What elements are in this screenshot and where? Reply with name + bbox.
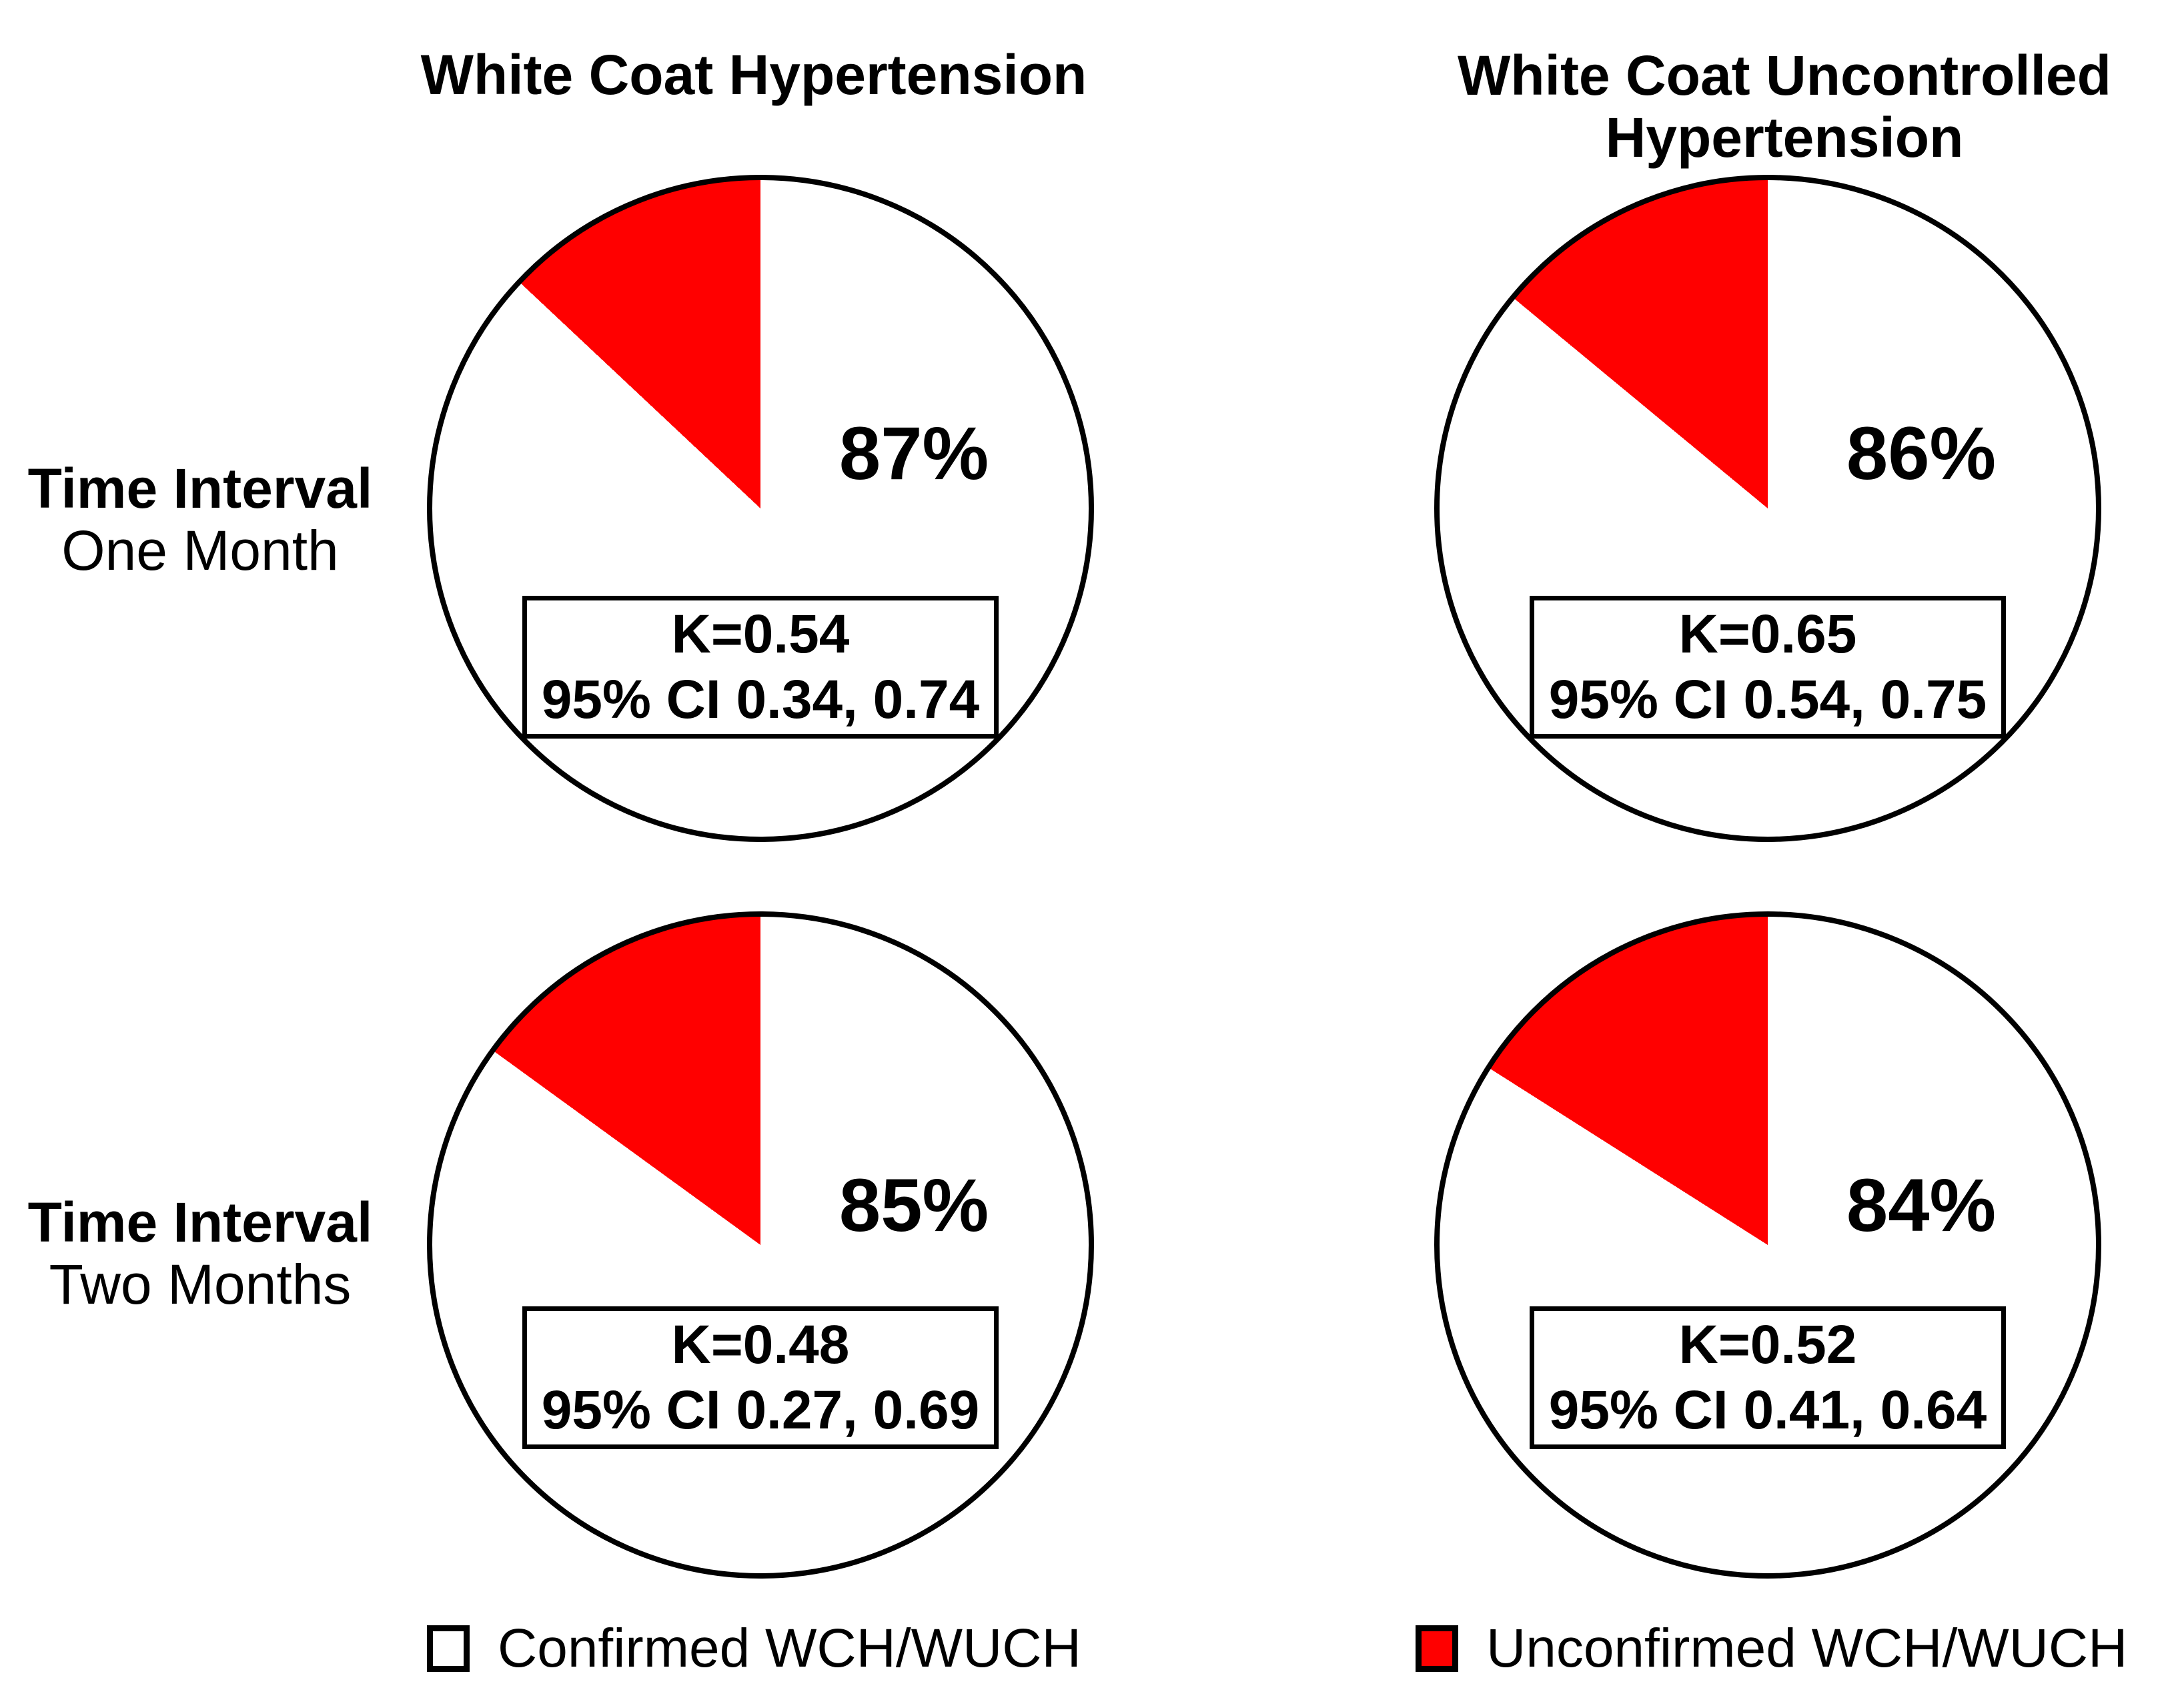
column-title-wuch: White Coat Uncontrolled Hypertension	[1451, 45, 2118, 169]
ci-value: 95% CI 0.54, 0.75	[1548, 669, 1987, 730]
row-label-value: Two Months	[49, 1253, 352, 1316]
kappa-box-wrap: K=0.65 95% CI 0.54, 0.75	[1434, 596, 2101, 739]
kappa-box: K=0.52 95% CI 0.41, 0.64	[1529, 1306, 2007, 1449]
percent-label: 87%	[839, 412, 989, 495]
kappa-value: K=0.52	[1678, 1314, 1857, 1375]
kappa-box-wrap: K=0.54 95% CI 0.34, 0.74	[427, 596, 1094, 739]
pie-circle	[427, 911, 1094, 1579]
pie-circle	[1434, 911, 2101, 1579]
row-label-title: Time Interval	[27, 457, 373, 520]
legend-item-confirmed: Confirmed WCH/WUCH	[427, 1620, 1081, 1677]
kappa-box-wrap: K=0.52 95% CI 0.41, 0.64	[1434, 1306, 2101, 1449]
kappa-box-wrap: K=0.48 95% CI 0.27, 0.69	[427, 1306, 1094, 1449]
ci-value: 95% CI 0.27, 0.69	[541, 1380, 980, 1440]
ci-value: 95% CI 0.41, 0.64	[1548, 1380, 1987, 1440]
row-label-title: Time Interval	[27, 1191, 373, 1254]
legend-label-confirmed: Confirmed WCH/WUCH	[498, 1618, 1081, 1679]
row-label-value: One Month	[61, 519, 339, 582]
kappa-box: K=0.65 95% CI 0.54, 0.75	[1529, 596, 2007, 739]
ci-value: 95% CI 0.34, 0.74	[541, 669, 980, 730]
pie-wch-one-month: 87% K=0.54 95% CI 0.34, 0.74	[427, 175, 1094, 842]
legend-swatch-unconfirmed-icon	[1416, 1625, 1458, 1672]
row-label-one-month: Time Interval One Month	[0, 458, 400, 582]
pie-circle	[1434, 175, 2101, 842]
pie-wuch-two-months: 84% K=0.52 95% CI 0.41, 0.64	[1434, 911, 2101, 1579]
pie-wch-two-months: 85% K=0.48 95% CI 0.27, 0.69	[427, 911, 1094, 1579]
legend-label-unconfirmed: Unconfirmed WCH/WUCH	[1486, 1618, 2128, 1679]
percent-label: 84%	[1846, 1164, 1997, 1247]
percent-label: 86%	[1846, 412, 1997, 495]
kappa-box: K=0.48 95% CI 0.27, 0.69	[522, 1306, 999, 1449]
percent-label: 85%	[839, 1164, 989, 1247]
pie-wuch-one-month: 86% K=0.65 95% CI 0.54, 0.75	[1434, 175, 2101, 842]
kappa-value: K=0.65	[1678, 604, 1857, 665]
kappa-value: K=0.48	[671, 1314, 850, 1375]
column-title-line: White Coat Hypertension	[420, 43, 1087, 106]
kappa-box: K=0.54 95% CI 0.34, 0.74	[522, 596, 999, 739]
column-title-wch: White Coat Hypertension	[418, 44, 1090, 106]
legend-item-unconfirmed: Unconfirmed WCH/WUCH	[1416, 1620, 2127, 1677]
legend-swatch-confirmed-icon	[427, 1625, 470, 1672]
row-label-two-months: Time Interval Two Months	[0, 1192, 400, 1316]
column-title-line: White Coat Uncontrolled	[1458, 44, 2111, 107]
kappa-value: K=0.54	[671, 604, 850, 665]
column-title-line: Hypertension	[1605, 106, 1964, 169]
pie-circle	[427, 175, 1094, 842]
